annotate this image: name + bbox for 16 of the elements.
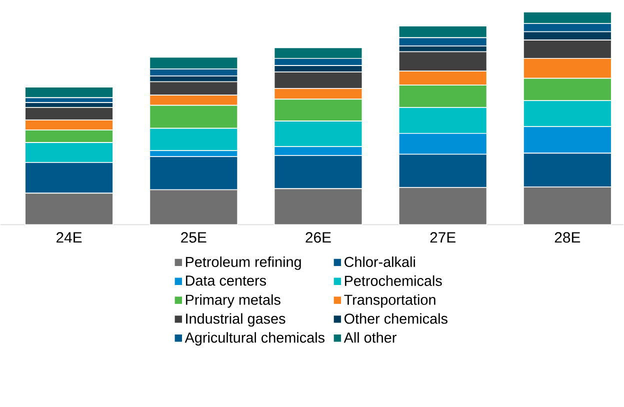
x-tick-label: 25E: [181, 232, 206, 243]
x-tick-label: 28E: [554, 232, 580, 243]
legend-label: Transportation: [344, 294, 436, 308]
legend-label: Chlor-alkali: [344, 256, 415, 267]
x-tick-label: 26E: [306, 232, 331, 243]
legend-label: Primary metals: [186, 294, 280, 308]
legend-label: All other: [344, 332, 396, 343]
legend-label: Petrochemicals: [344, 275, 442, 286]
legend-label: Agricultural chemicals: [184, 332, 324, 346]
x-tick-label: 27E: [430, 232, 456, 242]
legend-label: Other chemicals: [344, 313, 448, 324]
legend-label: Data centers: [186, 275, 266, 286]
legend-label: Industrial gases: [186, 313, 286, 326]
legend-label: Petroleum refining: [186, 256, 301, 270]
bar: [24, 86, 114, 98]
x-tick-label: 24E: [56, 232, 82, 242]
